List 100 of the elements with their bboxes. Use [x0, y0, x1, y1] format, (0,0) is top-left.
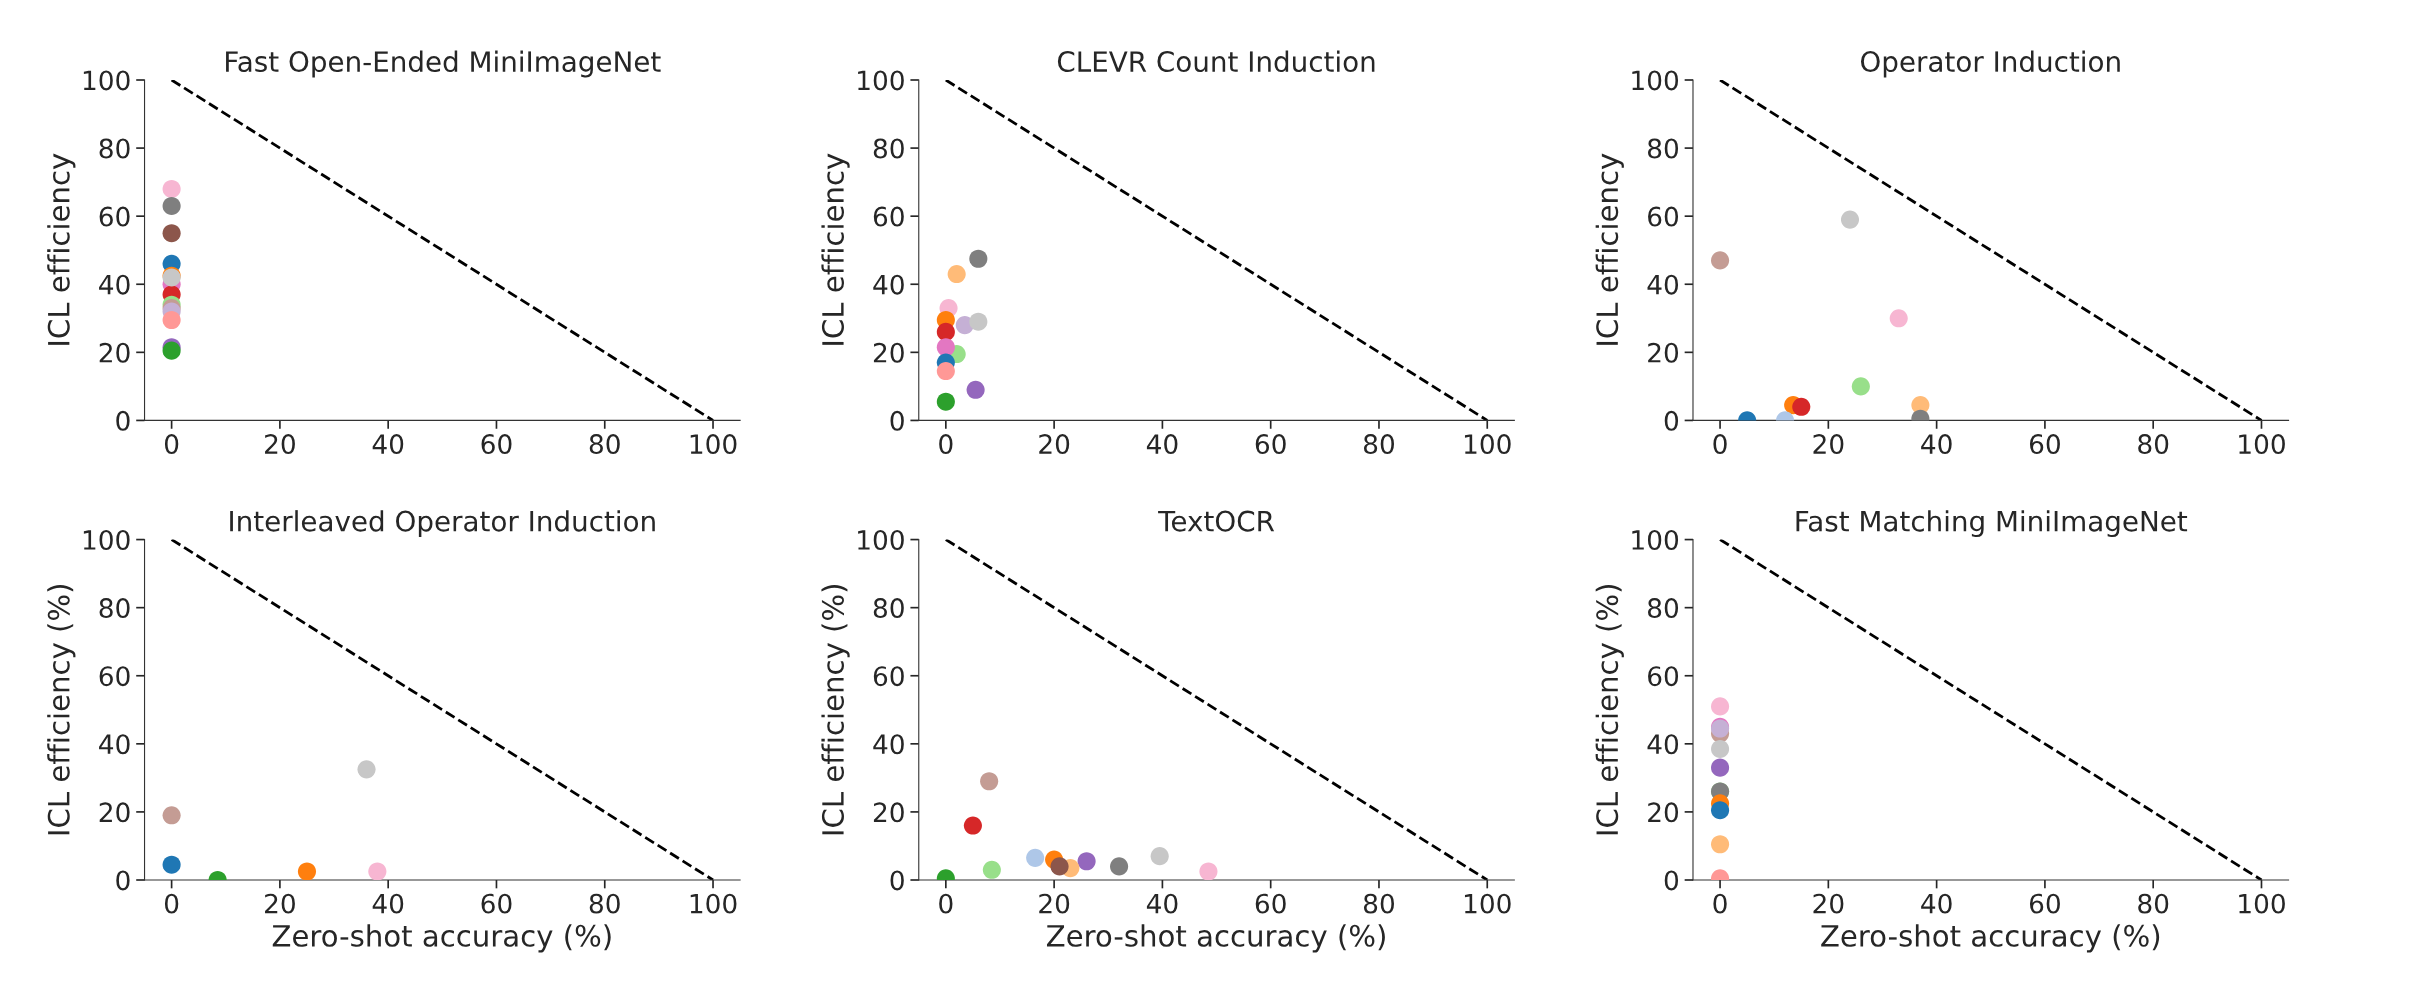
point: [980, 772, 999, 791]
point: [357, 760, 376, 779]
y-tick-label: 100: [858, 530, 904, 550]
point: [1711, 739, 1730, 758]
point: [947, 264, 966, 284]
y-tick-label: 100: [83, 530, 130, 550]
point: [162, 855, 181, 874]
x-tick-label: 80: [589, 434, 620, 455]
y-tick-label: 40: [99, 734, 130, 755]
y-tick-label: 60: [99, 666, 130, 687]
x-tick-label: 20: [265, 434, 295, 455]
y-tick-label: 0: [1664, 410, 1679, 431]
y-tick-label: 0: [116, 410, 130, 431]
point: [1711, 251, 1730, 270]
point: [966, 380, 985, 399]
y-tick-label: 40: [873, 274, 904, 295]
x-axis-title: Zero-shot accuracy (%): [272, 924, 611, 953]
chart-title: CLEVR Count Induction: [1057, 50, 1375, 73]
point: [1792, 397, 1811, 416]
x-tick-label: 40: [1921, 434, 1952, 455]
chart-title: Fast Open-Ended MiniImageNet: [226, 50, 661, 78]
point: [982, 860, 1001, 879]
y-axis-title: ICL efficiency: [821, 153, 850, 345]
point: [1050, 857, 1069, 876]
y-tick-label: 60: [1648, 666, 1679, 687]
x-axis-title: Zero-shot accuracy (%): [1821, 924, 2160, 953]
point: [1026, 848, 1045, 867]
point: [963, 816, 982, 835]
x-tick-label: 20: [1813, 893, 1844, 914]
x-tick-label: 60: [481, 434, 512, 455]
y-tick-label: 0: [116, 870, 130, 891]
y-axis-title: ICL efficiency: [1595, 153, 1624, 345]
y-tick-label: 100: [1632, 70, 1679, 91]
y-tick-label: 40: [1647, 734, 1679, 755]
x-tick-label: 60: [2029, 893, 2060, 914]
y-tick-label: 80: [873, 138, 904, 159]
y-tick-label: 80: [873, 598, 904, 619]
y-tick-label: 60: [873, 206, 904, 227]
y-tick-label: 40: [99, 274, 130, 295]
x-tick-label: 100: [2239, 434, 2285, 455]
x-tick-label: 100: [690, 893, 737, 914]
point: [1711, 758, 1730, 777]
x-tick-label: 80: [589, 893, 620, 914]
x-tick-label: 40: [372, 434, 404, 455]
y-tick-label: 80: [99, 138, 130, 159]
point: [1889, 309, 1908, 328]
x-axis-title: Zero-shot accuracy (%): [1046, 924, 1385, 953]
point: [297, 862, 317, 880]
x-tick-label: 0: [939, 434, 953, 455]
y-tick-label: 20: [873, 802, 904, 823]
y-tick-label: 0: [1664, 870, 1679, 891]
y-tick-label: 20: [99, 802, 130, 823]
y-tick-label: 20: [1648, 802, 1679, 823]
point: [936, 322, 955, 341]
point: [969, 312, 988, 331]
x-tick-label: 0: [939, 893, 953, 914]
point: [162, 196, 181, 216]
y-axis-title: ICL efficiency (%): [821, 584, 850, 835]
x-tick-label: 20: [1039, 893, 1070, 914]
point: [1851, 377, 1870, 396]
point: [1711, 835, 1730, 854]
point: [162, 179, 181, 198]
x-tick-label: 20: [1039, 434, 1070, 455]
x-tick-label: 40: [1146, 893, 1178, 914]
y-axis-title: ICL efficiency (%): [1595, 584, 1624, 835]
x-tick-label: 40: [372, 893, 404, 914]
point: [1711, 697, 1730, 716]
chart-title: Interleaved Operator Induction: [230, 510, 655, 538]
point: [162, 806, 181, 825]
x-tick-label: 60: [1255, 434, 1286, 455]
point: [936, 362, 955, 381]
x-tick-label: 100: [1464, 434, 1511, 455]
point: [1840, 210, 1860, 229]
point: [1110, 857, 1129, 876]
point: [969, 249, 988, 268]
point: [162, 310, 181, 330]
x-tick-label: 80: [1363, 893, 1395, 914]
x-tick-label: 100: [1464, 893, 1511, 914]
y-tick-label: 0: [890, 870, 904, 891]
x-tick-label: 60: [1255, 893, 1286, 914]
x-tick-label: 20: [1813, 434, 1844, 455]
point: [368, 862, 387, 880]
x-tick-label: 60: [2029, 434, 2060, 455]
x-tick-label: 0: [1713, 434, 1727, 455]
chart-title: Fast Matching MiniImageNet: [1796, 510, 2188, 538]
x-tick-label: 80: [2138, 893, 2169, 914]
x-tick-label: 80: [1363, 434, 1395, 455]
y-tick-label: 20: [1648, 342, 1679, 363]
point: [162, 224, 181, 243]
x-tick-label: 100: [2239, 893, 2285, 914]
y-tick-label: 0: [890, 410, 904, 431]
y-axis-title: ICL efficiency: [47, 153, 76, 345]
x-tick-label: 40: [1921, 893, 1952, 914]
x-tick-label: 0: [1713, 893, 1727, 914]
x-tick-label: 0: [164, 893, 179, 914]
y-tick-label: 80: [1648, 138, 1679, 159]
x-tick-label: 20: [265, 893, 295, 914]
chart-title: TextOCR: [1158, 510, 1275, 532]
y-tick-label: 80: [1648, 598, 1679, 619]
x-tick-label: 80: [2138, 434, 2169, 455]
